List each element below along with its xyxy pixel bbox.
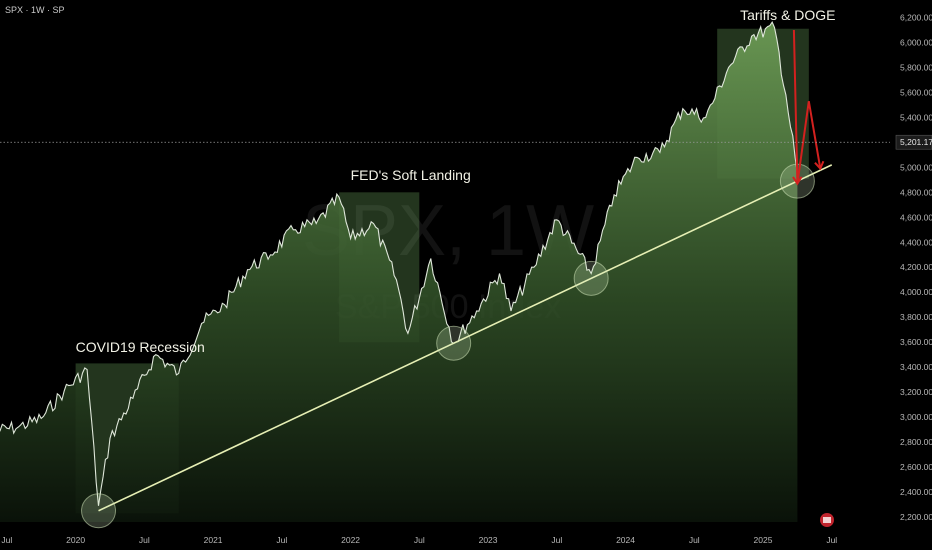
- annotation-label-1: COVID19 Recession: [76, 339, 205, 355]
- projection-arrowhead-2: [814, 160, 825, 171]
- projection-arrows: [792, 29, 825, 186]
- price-scale[interactable]: 2,200.00 2,400.00 2,600.00 2,800.00 3,000.00…: [895, 12, 932, 522]
- time-tick-label: Jul: [689, 535, 700, 545]
- time-tick-label: Jul: [1, 535, 12, 545]
- price-tick-label: 3,400.00: [900, 362, 932, 372]
- time-tick-label: 2024: [616, 535, 635, 545]
- price-tick-label: 5,000.00: [900, 162, 932, 172]
- time-tick-label: 2025: [754, 535, 773, 545]
- price-tick-label: 4,600.00: [900, 212, 932, 222]
- price-tick-label: 3,200.00: [900, 387, 932, 397]
- price-tick-label: 4,800.00: [900, 187, 932, 197]
- price-tick-label: 3,800.00: [900, 312, 932, 322]
- price-tick-label: 5,600.00: [900, 87, 932, 97]
- price-line: [0, 20, 798, 506]
- time-tick-label: 2023: [479, 535, 498, 545]
- touch-circle-3: [573, 260, 609, 296]
- current-price-label: 5,201.17: [900, 137, 932, 147]
- price-tick-label: 5,400.00: [900, 112, 932, 122]
- price-tick-label: 2,600.00: [900, 462, 932, 472]
- price-tick-label: 4,200.00: [900, 262, 932, 272]
- price-tick-label: 2,200.00: [900, 512, 932, 522]
- time-tick-label: Jul: [551, 535, 562, 545]
- price-tick-label: 6,000.00: [900, 37, 932, 47]
- alert-icon[interactable]: [820, 513, 834, 527]
- projection-arrowhead-1: [792, 176, 803, 186]
- time-tick-label: Jul: [276, 535, 287, 545]
- projection-path: [792, 29, 822, 184]
- time-tick-label: 2020: [66, 535, 85, 545]
- time-scale[interactable]: Jul 2020 Jul 2021 Jul 2022 Jul 2023 Jul 2024 Jul 20…: [1, 535, 837, 545]
- price-tick-label: 3,000.00: [900, 412, 932, 422]
- touch-circles: [81, 163, 815, 529]
- price-tick-label: 2,800.00: [900, 437, 932, 447]
- time-tick-label: Jul: [826, 535, 837, 545]
- ticker-label: SPX · 1W · SP: [5, 5, 65, 15]
- time-tick-label: 2022: [341, 535, 360, 545]
- touch-circle-2: [436, 325, 472, 361]
- price-tick-label: 4,000.00: [900, 287, 932, 297]
- touch-circle-1: [81, 493, 117, 529]
- time-tick-label: 2021: [204, 535, 223, 545]
- price-tick-label: 2,400.00: [900, 487, 932, 497]
- annotation-labels: COVID19 Recession FED's Soft Landing Tarif…: [76, 7, 836, 355]
- time-tick-label: Jul: [414, 535, 425, 545]
- current-price-badge: [895, 134, 932, 150]
- price-tick-label: 4,400.00: [900, 237, 932, 247]
- trendline[interactable]: [98, 164, 833, 512]
- price-tick-label: 5,800.00: [900, 62, 932, 72]
- time-tick-label: Jul: [139, 535, 150, 545]
- annotation-label-3: Tariffs & DOGE: [740, 7, 835, 23]
- price-tick-label: 3,600.00: [900, 337, 932, 347]
- price-tick-label: 6,200.00: [900, 12, 932, 22]
- annotation-label-2: FED's Soft Landing: [351, 167, 471, 183]
- price-area-fill: [0, 22, 798, 522]
